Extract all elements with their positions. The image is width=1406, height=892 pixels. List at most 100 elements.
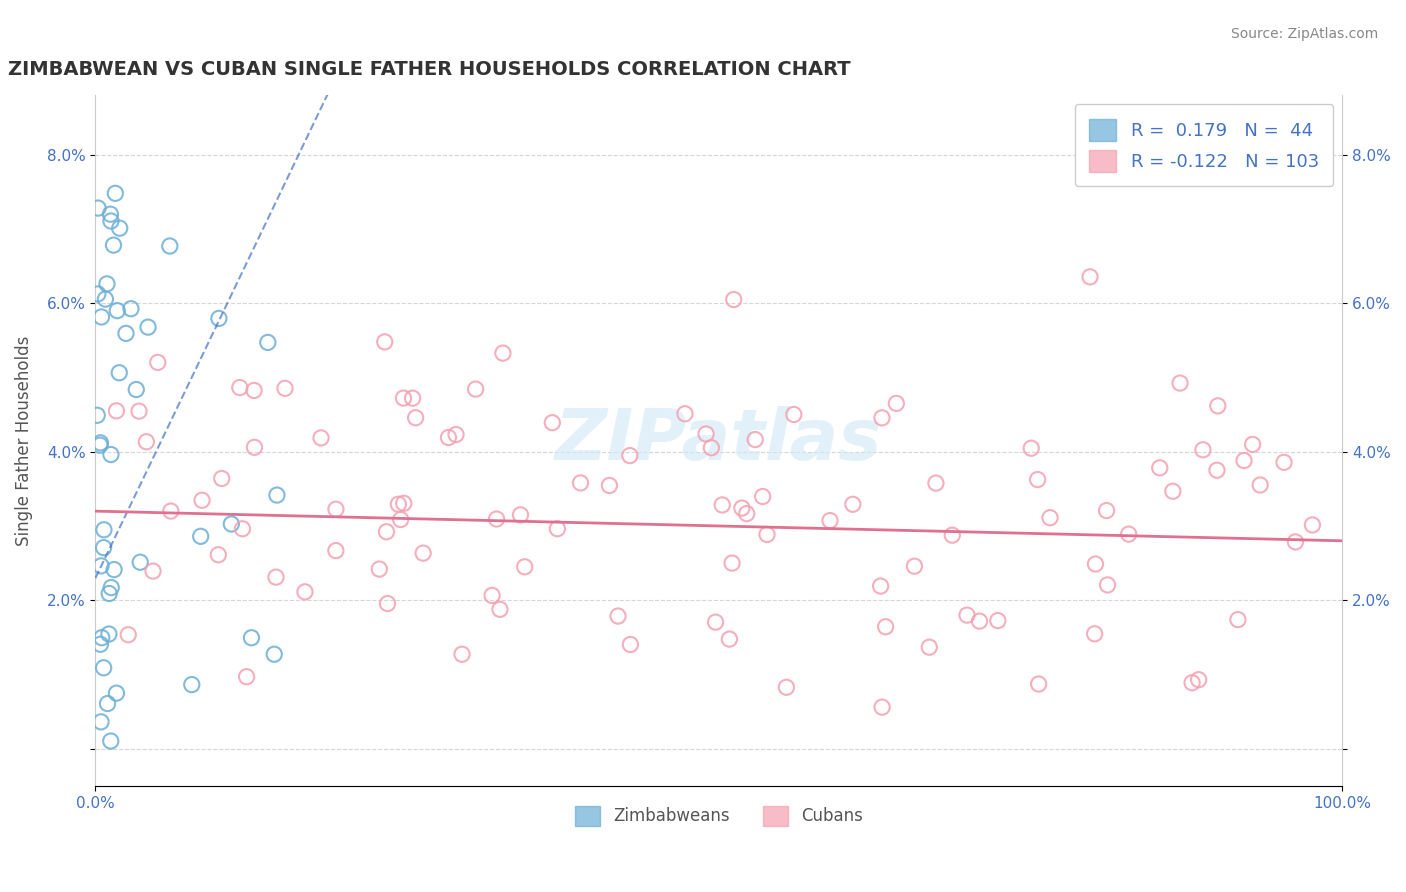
Point bbox=[1095, 503, 1118, 517]
Point bbox=[875, 620, 897, 634]
Point bbox=[546, 522, 568, 536]
Point bbox=[229, 380, 252, 394]
Point bbox=[541, 416, 564, 430]
Point bbox=[108, 221, 131, 235]
Point bbox=[108, 366, 131, 380]
Point bbox=[264, 570, 287, 584]
Point bbox=[120, 301, 142, 316]
Point bbox=[437, 430, 460, 444]
Point bbox=[1161, 484, 1184, 499]
Point bbox=[925, 476, 948, 491]
Point bbox=[869, 579, 891, 593]
Point bbox=[598, 478, 620, 492]
Point bbox=[263, 647, 285, 661]
Point bbox=[243, 440, 266, 454]
Point bbox=[105, 303, 128, 318]
Point bbox=[190, 529, 212, 543]
Point bbox=[1206, 399, 1229, 413]
Point bbox=[842, 497, 865, 511]
Point bbox=[100, 734, 122, 748]
Point bbox=[711, 498, 734, 512]
Point bbox=[1284, 535, 1306, 549]
Point bbox=[718, 632, 741, 646]
Point bbox=[1168, 376, 1191, 390]
Point bbox=[104, 186, 127, 201]
Point bbox=[481, 589, 503, 603]
Point bbox=[956, 608, 979, 623]
Point bbox=[160, 504, 183, 518]
Point bbox=[1241, 437, 1264, 451]
Point bbox=[129, 555, 152, 569]
Point bbox=[700, 441, 723, 455]
Point bbox=[96, 277, 118, 291]
Point bbox=[89, 637, 111, 651]
Point bbox=[105, 686, 128, 700]
Point bbox=[93, 541, 115, 555]
Point bbox=[1188, 673, 1211, 687]
Point bbox=[392, 496, 415, 510]
Point bbox=[100, 214, 122, 228]
Point bbox=[607, 609, 630, 624]
Point bbox=[235, 670, 257, 684]
Point bbox=[136, 320, 159, 334]
Point bbox=[1084, 557, 1107, 571]
Point bbox=[125, 383, 148, 397]
Point bbox=[412, 546, 434, 560]
Point bbox=[903, 559, 925, 574]
Point bbox=[392, 391, 415, 405]
Point bbox=[94, 292, 117, 306]
Point bbox=[100, 207, 122, 221]
Point bbox=[207, 548, 229, 562]
Point bbox=[243, 384, 266, 398]
Point bbox=[1192, 442, 1215, 457]
Point bbox=[1181, 675, 1204, 690]
Point bbox=[90, 310, 112, 324]
Point bbox=[489, 602, 512, 616]
Point bbox=[97, 627, 120, 641]
Point bbox=[274, 381, 297, 395]
Point bbox=[90, 558, 112, 573]
Point bbox=[96, 697, 118, 711]
Point bbox=[444, 427, 467, 442]
Point bbox=[987, 614, 1010, 628]
Point bbox=[1272, 455, 1295, 469]
Point bbox=[673, 407, 696, 421]
Point bbox=[485, 512, 508, 526]
Point bbox=[969, 614, 991, 628]
Point bbox=[401, 391, 423, 405]
Point bbox=[180, 678, 202, 692]
Point bbox=[735, 507, 758, 521]
Point bbox=[492, 346, 515, 360]
Point bbox=[731, 501, 754, 516]
Point bbox=[723, 293, 745, 307]
Point bbox=[886, 396, 908, 410]
Text: Source: ZipAtlas.com: Source: ZipAtlas.com bbox=[1230, 27, 1378, 41]
Point bbox=[325, 543, 347, 558]
Point bbox=[309, 431, 332, 445]
Point bbox=[98, 586, 121, 600]
Point bbox=[818, 514, 841, 528]
Point bbox=[509, 508, 531, 522]
Point bbox=[451, 647, 474, 661]
Point bbox=[266, 488, 288, 502]
Point bbox=[721, 556, 744, 570]
Point bbox=[1028, 677, 1050, 691]
Point bbox=[751, 490, 773, 504]
Point bbox=[918, 640, 941, 655]
Point bbox=[775, 680, 797, 694]
Point bbox=[368, 562, 391, 576]
Point bbox=[142, 564, 165, 578]
Point bbox=[744, 433, 766, 447]
Point bbox=[1149, 460, 1171, 475]
Point bbox=[135, 434, 157, 449]
Point bbox=[256, 335, 278, 350]
Point bbox=[208, 311, 231, 326]
Point bbox=[704, 615, 727, 629]
Point bbox=[191, 493, 214, 508]
Point bbox=[90, 714, 112, 729]
Point bbox=[90, 631, 112, 645]
Point bbox=[756, 527, 779, 541]
Point bbox=[464, 382, 486, 396]
Point bbox=[211, 471, 233, 485]
Point bbox=[374, 334, 396, 349]
